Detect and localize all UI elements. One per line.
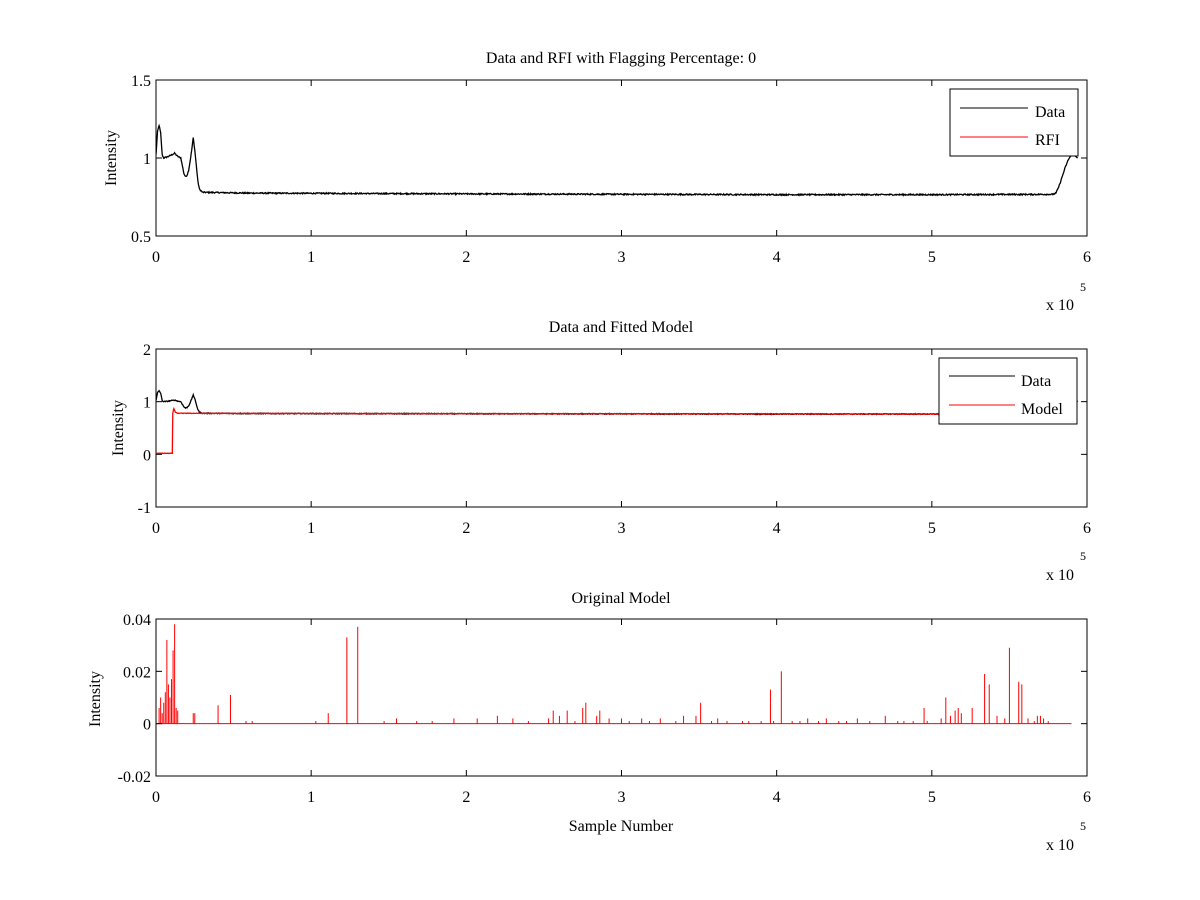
y-tick-label: -0.02 (118, 769, 151, 786)
subplot-3-ylabel: Intensity (87, 671, 104, 727)
data-layer (156, 123, 1079, 197)
subplot-1-title: Data and RFI with Flagging Percentage: 0 (486, 50, 756, 67)
series-model-line (156, 407, 948, 455)
y-tick-label: 1 (143, 395, 151, 412)
y-tick-label: 0.5 (131, 229, 151, 246)
y-tick-label: 0.04 (123, 612, 151, 629)
subplot-1-x-multiplier: x 10 (1046, 297, 1074, 314)
x-tick-label: 3 (618, 520, 626, 537)
subplot-2-ylabel: Intensity (110, 400, 127, 456)
legend-box (949, 88, 1079, 157)
x-tick-label: 1 (307, 520, 315, 537)
legend-label-data: Data (1021, 373, 1051, 390)
subplot-2-x-multiplier-exp: 5 (1080, 549, 1086, 563)
subplot-3: Original Model Intensity Sample Number x… (87, 590, 1086, 854)
data-layer (156, 624, 1072, 725)
legend-label-rfi: RFI (1035, 132, 1060, 149)
x-tick-label: 5 (928, 520, 936, 537)
y-tick-label: 2 (143, 342, 151, 359)
x-tick-label: 0 (152, 520, 160, 537)
x-tick-label: 2 (462, 249, 470, 266)
subplot-2-legend: Data Model (938, 357, 1078, 425)
subplot-3-xlabel: Sample Number (569, 818, 674, 835)
x-tick-label: 4 (773, 249, 781, 266)
subplot-1-ylabel: Intensity (103, 130, 120, 186)
x-tick-label: 4 (773, 520, 781, 537)
y-tick-label: 0 (143, 717, 151, 734)
legend-label-model: Model (1021, 401, 1063, 418)
legend-box (938, 357, 1078, 425)
x-tick-label: 6 (1083, 520, 1091, 537)
x-tick-label: 1 (307, 789, 315, 806)
x-tick-label: 5 (928, 249, 936, 266)
x-tick-label: 2 (462, 520, 470, 537)
subplot-2: Data and Fitted Model Intensity x 10 5 (110, 319, 1086, 584)
subplot-1-plot-area: 0 1 2 3 4 5 6 0.5 1 1.5 (131, 73, 1091, 266)
subplot-2-x-multiplier: x 10 (1046, 567, 1074, 584)
legend-label-data: Data (1035, 104, 1065, 121)
subplot-1: Data and RFI with Flagging Percentage: 0… (103, 50, 1086, 314)
x-tick-label: 0 (152, 249, 160, 266)
y-tick-label: 1.5 (131, 73, 151, 90)
x-tick-label: 6 (1083, 249, 1091, 266)
x-tick-label: 0 (152, 789, 160, 806)
subplot-3-title: Original Model (571, 590, 671, 607)
subplot-1-x-multiplier-exp: 5 (1080, 280, 1086, 294)
y-tick-label: 0 (143, 447, 151, 464)
y-tick-label: 0.02 (123, 664, 151, 681)
x-tick-label: 3 (618, 789, 626, 806)
series-data-line (156, 123, 1079, 197)
x-tick-label: 5 (928, 789, 936, 806)
data-layer (156, 389, 1079, 455)
subplot-3-x-multiplier: x 10 (1046, 837, 1074, 854)
x-tick-label: 1 (307, 249, 315, 266)
subplot-1-legend: Data RFI (949, 88, 1079, 157)
x-tick-label: 3 (618, 249, 626, 266)
x-tick-label: 6 (1083, 789, 1091, 806)
subplot-2-title: Data and Fitted Model (549, 319, 694, 336)
y-tick-label: 1 (143, 151, 151, 168)
x-tick-label: 2 (462, 789, 470, 806)
subplot-3-x-multiplier-exp: 5 (1080, 819, 1086, 833)
x-tick-label: 4 (773, 789, 781, 806)
y-tick-label: -1 (138, 500, 151, 517)
